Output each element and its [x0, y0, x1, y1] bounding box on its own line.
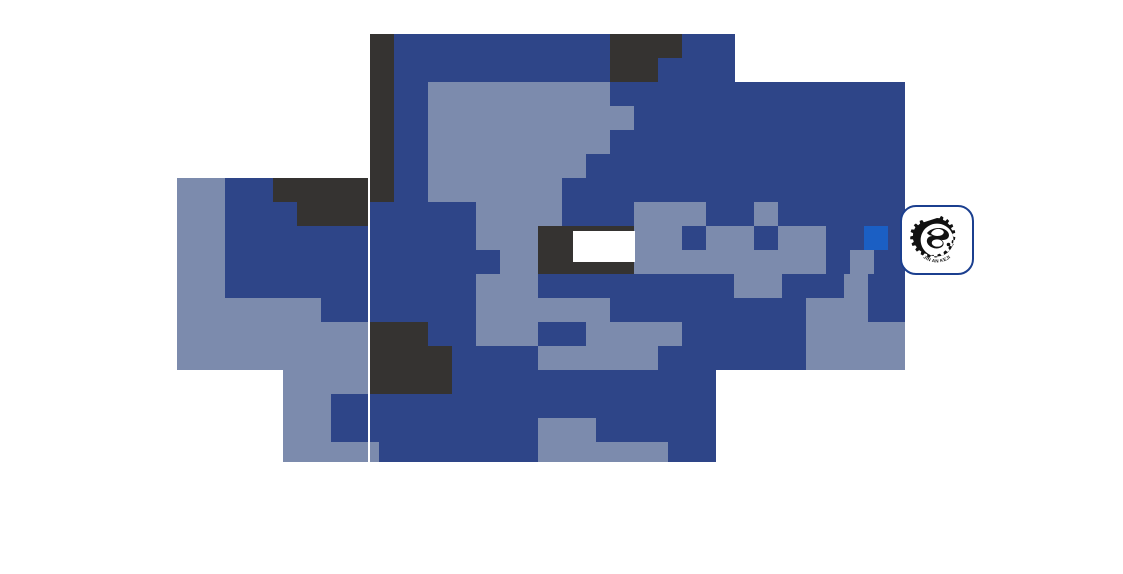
logo-wordmark: JIN AN KEJI: [923, 254, 952, 263]
company-logo-watermark: JIN AN KEJI: [900, 205, 974, 275]
white-redaction-patch: [573, 231, 635, 262]
gear-ring: [910, 215, 956, 258]
vertical-seam-line: [368, 34, 370, 462]
swirl-globe-mark: [926, 227, 951, 249]
mosaic-blocks: [177, 34, 905, 462]
gear-globe-emblem-icon: JIN AN KEJI: [910, 215, 956, 263]
